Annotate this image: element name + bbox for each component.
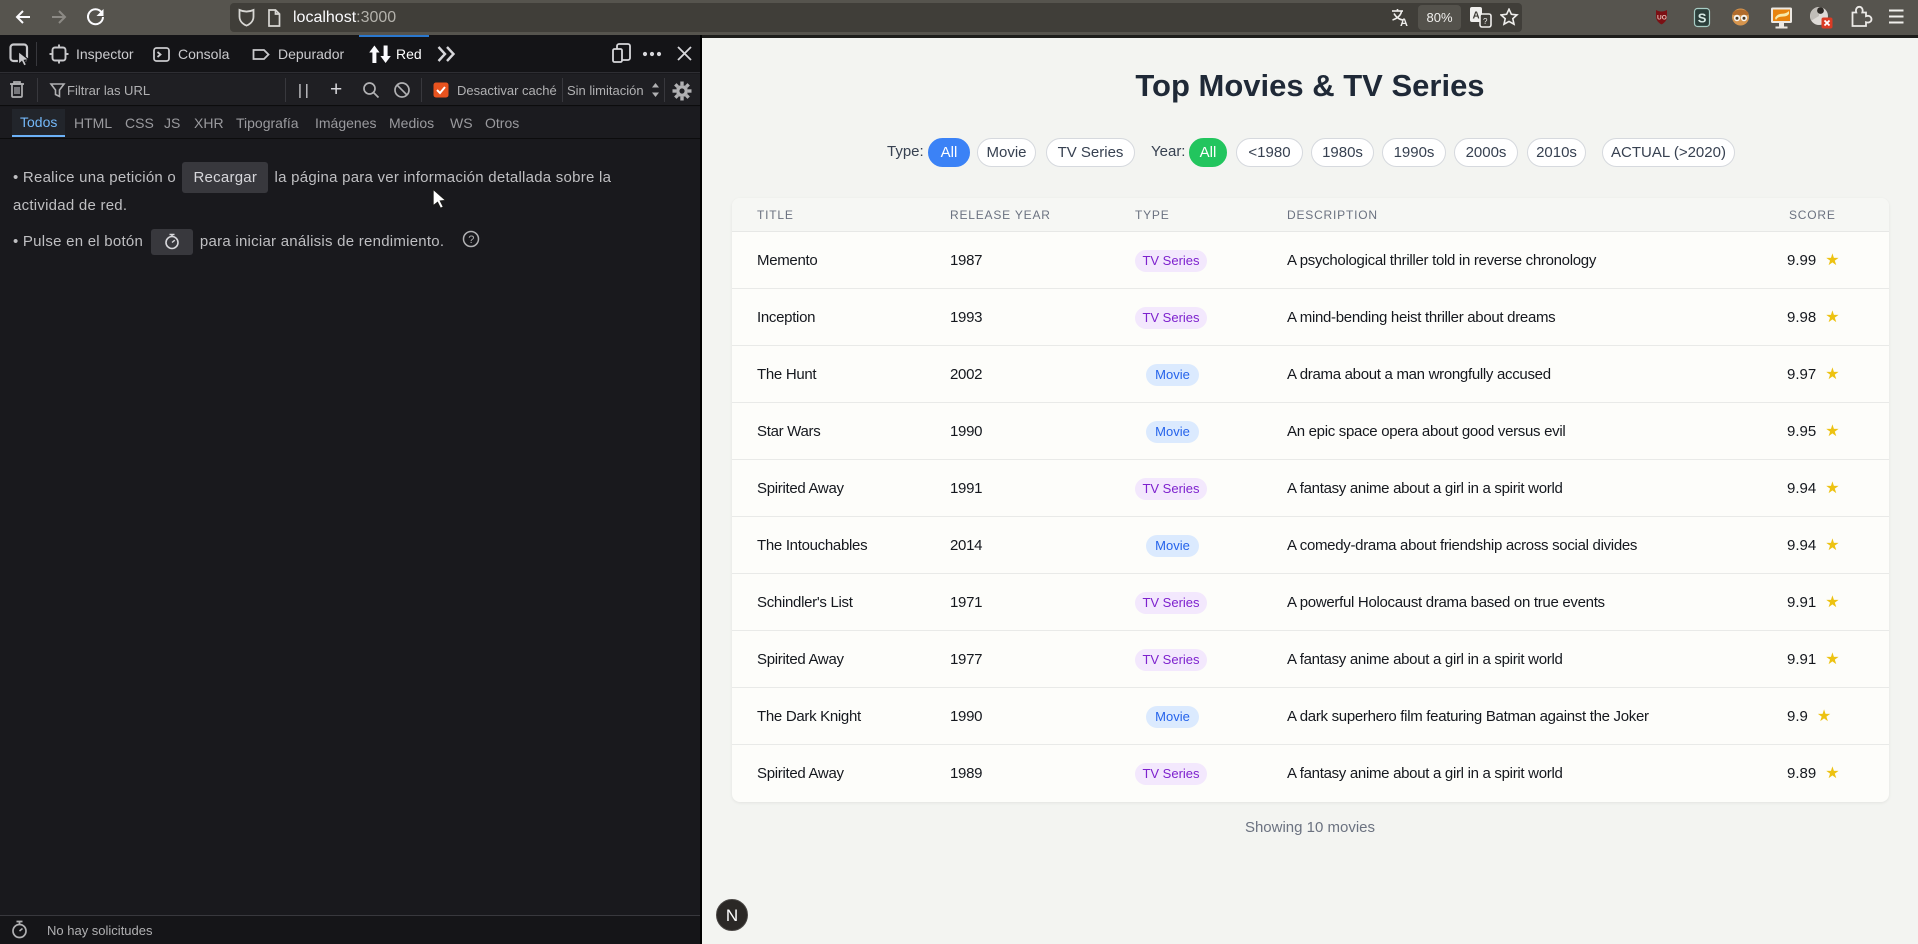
svg-text:?: ? (1483, 17, 1488, 26)
svg-text:A: A (1473, 11, 1480, 22)
svg-text:UO: UO (1657, 15, 1667, 22)
svg-text:S: S (1698, 11, 1707, 26)
svg-text:?: ? (468, 234, 474, 246)
svg-text:A: A (1400, 17, 1408, 29)
